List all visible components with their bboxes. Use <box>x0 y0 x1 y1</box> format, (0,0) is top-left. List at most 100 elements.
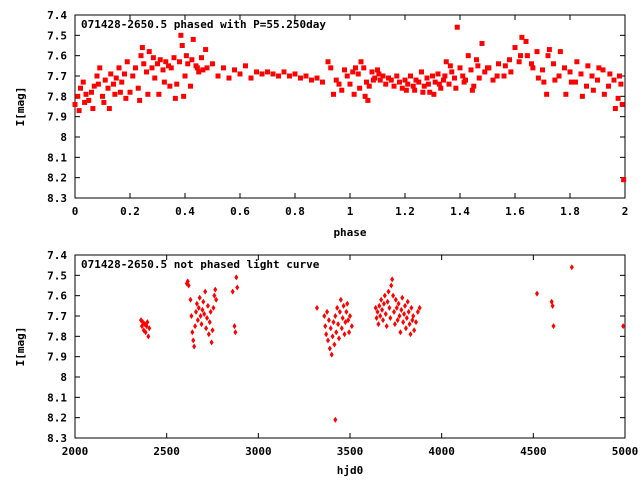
data-point <box>460 73 466 79</box>
data-point <box>396 300 401 307</box>
data-point <box>402 77 408 83</box>
data-point <box>412 87 418 93</box>
data-point <box>375 67 380 73</box>
data-point <box>95 81 101 87</box>
data-point <box>86 97 92 103</box>
data-point <box>200 306 205 313</box>
data-point <box>211 304 216 311</box>
data-point <box>193 323 198 330</box>
data-point <box>381 317 385 324</box>
data-point <box>189 57 195 63</box>
data-point <box>390 276 395 283</box>
data-point <box>123 95 129 101</box>
data-point <box>479 40 485 46</box>
data-point <box>83 91 89 97</box>
unphased-x-tick-label: 5000 <box>612 445 639 458</box>
phased-x-tick-label: 0.8 <box>285 205 305 218</box>
data-point <box>523 38 529 44</box>
data-point <box>519 34 525 40</box>
data-point <box>421 83 427 89</box>
data-point <box>376 71 382 77</box>
phased-chart: 0 0.2 0.4 0.6 0.8 1 1.2 1.4 1.6 1.8 2 7.4 7.5 7.6 7.7 7… <box>14 9 628 239</box>
data-point <box>573 79 578 85</box>
data-point <box>375 308 380 315</box>
unphased-x-tick-label: 3500 <box>337 445 364 458</box>
data-point <box>601 91 607 97</box>
data-point <box>386 288 391 295</box>
data-point <box>210 61 215 67</box>
data-point <box>394 73 400 79</box>
data-point <box>147 325 152 332</box>
data-point <box>91 83 97 89</box>
data-point <box>292 71 298 77</box>
data-point <box>388 315 393 322</box>
data-point <box>113 75 119 81</box>
data-point <box>392 321 397 328</box>
unphased-y-axis-label: I[mag] <box>14 327 27 367</box>
data-point <box>454 24 460 30</box>
data-point <box>621 323 626 330</box>
unphased-x-axis-label: hjd0 <box>337 464 364 477</box>
data-point <box>342 67 347 73</box>
data-point <box>325 59 331 65</box>
data-point <box>397 79 402 85</box>
data-point <box>333 416 338 423</box>
phased-x-tick-label: 1.2 <box>395 205 415 218</box>
data-point <box>530 65 536 71</box>
data-point <box>395 317 400 324</box>
data-point <box>78 85 83 91</box>
data-point <box>535 290 539 297</box>
data-point <box>412 327 417 334</box>
data-point <box>364 79 369 85</box>
phased-x-tick-label: 1.8 <box>560 205 580 218</box>
data-point <box>235 284 240 291</box>
data-point <box>237 71 243 77</box>
data-point <box>402 310 407 317</box>
data-point <box>309 77 314 83</box>
data-point <box>611 77 617 83</box>
data-point <box>178 32 184 38</box>
data-point <box>149 65 155 71</box>
data-point <box>606 83 611 89</box>
data-point <box>482 69 488 75</box>
data-point <box>143 329 148 336</box>
data-point <box>347 329 352 336</box>
data-point <box>401 319 406 326</box>
data-point <box>541 79 547 85</box>
data-point <box>334 329 339 336</box>
data-point <box>438 85 444 91</box>
data-point <box>336 321 341 328</box>
data-point <box>471 83 477 89</box>
data-point <box>202 310 207 317</box>
unphased-y-tick-label: 8.1 <box>47 391 67 404</box>
data-point <box>335 304 340 311</box>
data-point <box>320 79 325 85</box>
data-point <box>156 91 162 97</box>
data-point <box>75 93 81 99</box>
data-point <box>332 341 337 348</box>
data-point <box>203 47 209 53</box>
data-point <box>419 69 424 75</box>
data-point <box>436 81 442 87</box>
data-point <box>490 77 496 83</box>
data-point <box>618 81 624 87</box>
data-point <box>323 323 328 330</box>
unphased-plot-frame <box>74 254 626 439</box>
data-point <box>174 81 180 87</box>
data-point <box>137 97 143 103</box>
data-point <box>303 73 309 79</box>
data-point <box>406 308 411 315</box>
data-point <box>403 325 408 332</box>
data-point <box>369 69 375 75</box>
data-point <box>399 306 404 313</box>
data-point <box>145 91 151 97</box>
data-point <box>127 89 133 95</box>
phased-x-tick-label: 0.2 <box>120 205 140 218</box>
data-point <box>207 319 212 326</box>
data-point <box>254 69 259 75</box>
data-point <box>589 73 595 79</box>
data-point <box>281 69 287 75</box>
data-point <box>326 337 330 344</box>
data-point <box>584 83 589 89</box>
data-point <box>502 63 508 69</box>
